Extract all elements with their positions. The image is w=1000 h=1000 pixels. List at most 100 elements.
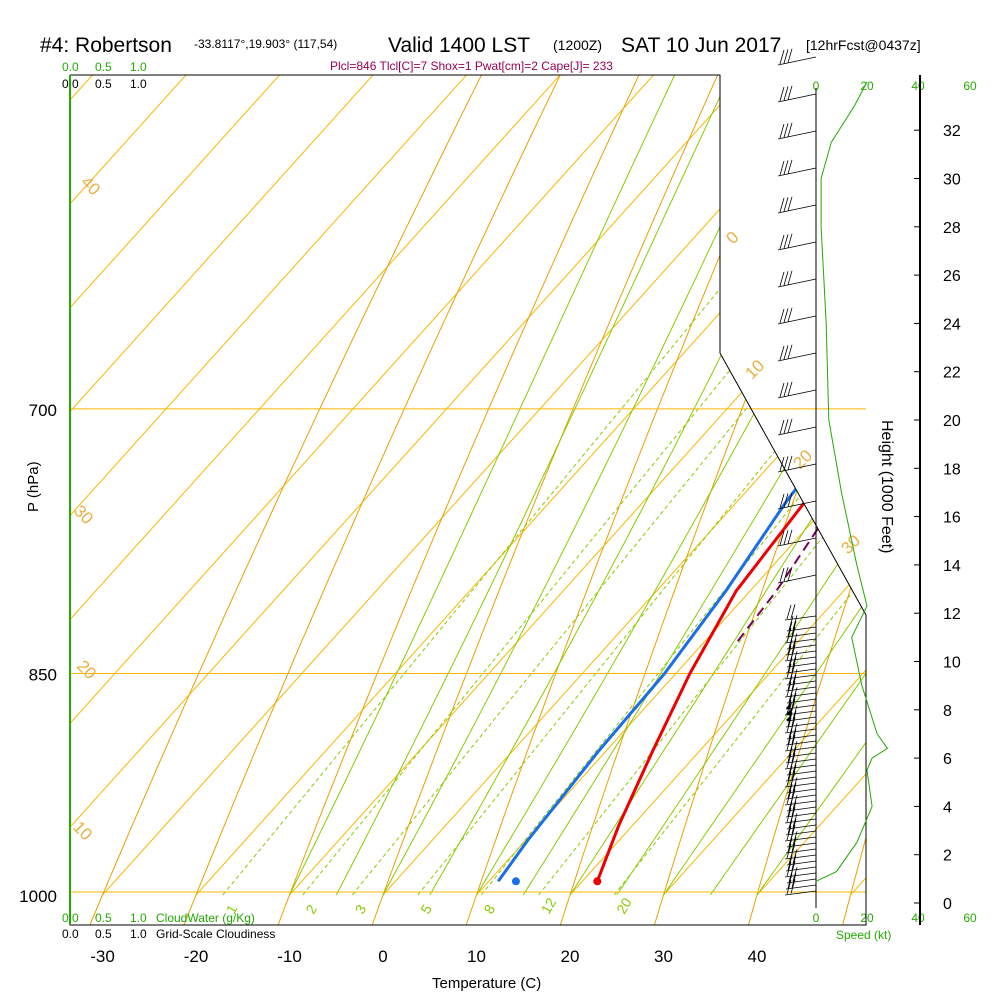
height-tick-label: 14: [943, 558, 961, 575]
temperature-profile: [595, 75, 866, 882]
wind-barb-feather: [787, 270, 793, 285]
moist-adiabat-line: [335, 75, 866, 896]
wind-barb-feather: [786, 604, 792, 620]
wind-barb: [784, 800, 817, 806]
height-tick-label: 32: [943, 123, 961, 140]
height-tick-label: 0: [943, 896, 952, 913]
wind-barb-feather: [790, 789, 796, 804]
isotherm-line: [70, 75, 866, 896]
cloudwater-tick-top: 1.0: [130, 60, 147, 74]
wind-barb: [784, 764, 817, 770]
wind-barb-feather: [790, 753, 796, 768]
wind-barb: [785, 668, 817, 674]
wind-barb: [785, 776, 817, 782]
wind-barb: [784, 836, 817, 842]
wind-barb-feather: [779, 86, 785, 102]
height-tick-label: 24: [943, 316, 961, 333]
surface-temperature-marker: [593, 877, 602, 886]
wind-barb-feather: [787, 85, 793, 100]
wind-barb-feather: [786, 843, 792, 859]
height-tick-label: 22: [943, 365, 961, 382]
height-tick-label: 28: [943, 220, 961, 237]
temperature-tick-label: -10: [277, 947, 302, 966]
isotherm-line: [382, 75, 866, 896]
wind-barb-feather: [787, 418, 793, 433]
temperature-tick-label: 0: [378, 947, 387, 966]
wind-barb-feather: [787, 621, 793, 637]
temperature-tick-label: 10: [467, 947, 486, 966]
wind-barb: [784, 656, 817, 662]
wind-barb: [777, 56, 817, 66]
wind-barb: [784, 638, 817, 644]
moist-adiabat-line: [382, 75, 866, 896]
wind-barb-feather: [788, 615, 794, 631]
dry-adiabat-line: [832, 75, 866, 925]
isotherm-label: 10: [741, 356, 768, 383]
wind-barb-feather: [779, 493, 785, 509]
pressure-tick-label: 850: [29, 666, 57, 685]
speed-tick-top: 40: [911, 79, 925, 93]
wind-barb-feather: [791, 621, 797, 636]
wind-barb: [786, 752, 817, 758]
wind-barb: [785, 650, 817, 656]
mixing-ratio-line: [222, 75, 866, 896]
dewpoint-profile: [496, 75, 866, 883]
valid-time: Valid 1400 LST: [388, 34, 530, 57]
wind-barb: [777, 93, 817, 103]
wind-barb: [784, 782, 817, 788]
wind-barb: [785, 830, 817, 836]
dry-adiabat-line: [453, 75, 866, 925]
wind-barb: [777, 204, 817, 214]
wind-barb: [785, 794, 817, 800]
dry-adiabat-line: [548, 75, 866, 925]
wind-barb: [784, 674, 817, 680]
height-tick-label: 2: [943, 848, 952, 865]
wind-barb: [777, 241, 817, 251]
speed-tick-bottom: 20: [860, 911, 874, 925]
mixing-ratio-label: 2: [302, 902, 320, 917]
wind-barb-feather: [779, 308, 785, 324]
wind-barb-feather: [786, 825, 792, 841]
wind-barb-feather: [783, 493, 789, 508]
wind-barb-feather: [787, 492, 793, 507]
wind-barb-feather: [779, 530, 785, 546]
isotherm-line: [70, 75, 866, 896]
wind-barb: [786, 680, 817, 686]
mixing-ratio-label: 3: [352, 902, 370, 917]
dry-adiabat-line: [263, 75, 866, 925]
cloudwater-tick-bottom: 1.0: [130, 911, 147, 925]
station-title: #4: Robertson: [40, 34, 172, 57]
dry-adiabat-line: [358, 75, 866, 925]
height-tick-label: 10: [943, 655, 961, 672]
wind-barb: [777, 167, 817, 177]
wind-barb: [777, 463, 817, 473]
plot-frame: [69, 74, 867, 926]
wind-barb: [784, 872, 817, 878]
cloudiness-tick-top: 1.0: [130, 77, 147, 91]
wind-barb: [785, 740, 817, 746]
wind-barb: [777, 352, 817, 362]
speed-tick-bottom: 60: [963, 911, 977, 925]
speed-tick-top: 20: [860, 79, 874, 93]
wind-barb-feather: [787, 48, 793, 63]
height-tick-label: 8: [943, 703, 952, 720]
wind-barb: [786, 824, 817, 830]
wind-barb-feather: [779, 160, 785, 176]
utc-time: (1200Z): [553, 37, 602, 53]
wind-barb: [786, 806, 817, 812]
wind-barb: [777, 278, 817, 288]
cloudiness-tick-bottom: 0.5: [95, 927, 112, 941]
height-tick-label: 6: [943, 751, 952, 768]
cloudwater-tick-top: 0.5: [95, 60, 112, 74]
height-tick-label: 16: [943, 510, 961, 527]
wind-barb: [777, 315, 817, 325]
wind-barb-feather: [783, 197, 789, 212]
isotherm-label: 20: [73, 656, 100, 683]
wind-barb-feather: [787, 122, 793, 137]
wind-barb: [777, 574, 817, 584]
isotherm-line: [850, 75, 866, 896]
temperature-tick-label: 30: [654, 947, 673, 966]
wind-barb: [777, 130, 817, 140]
height-tick-label: 18: [943, 461, 961, 478]
